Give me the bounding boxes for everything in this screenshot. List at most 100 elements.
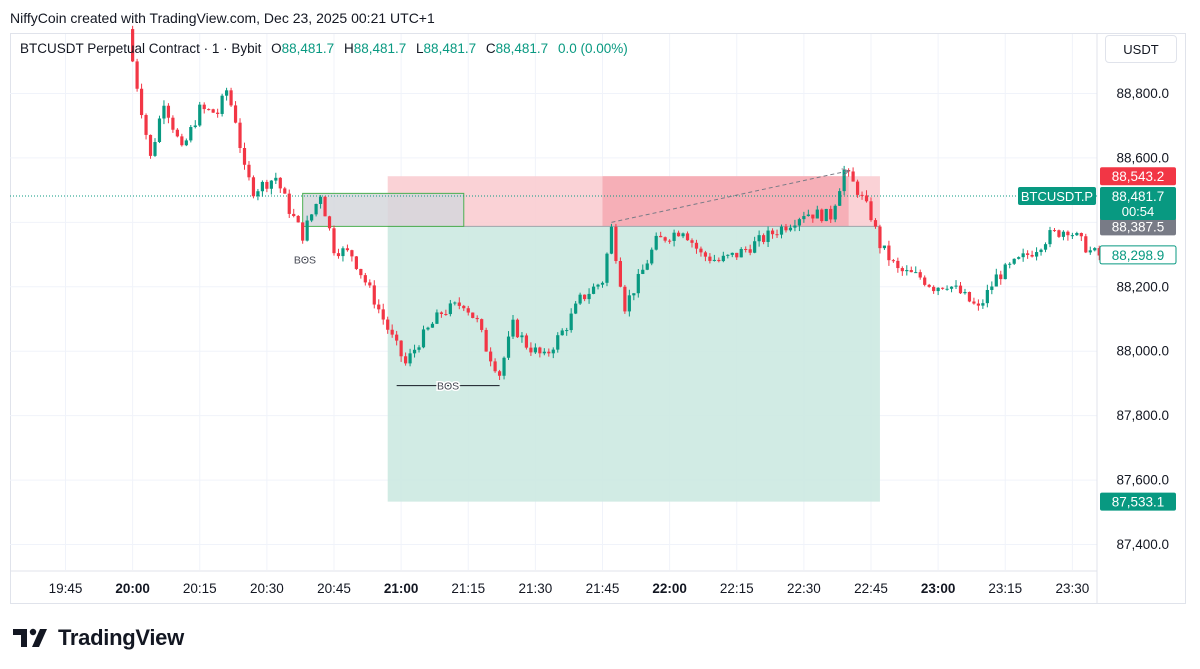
y-tick-label: 87,800.0 [1116, 408, 1169, 423]
candle-body [386, 319, 390, 330]
candle-body [788, 227, 793, 231]
currency-unit-button[interactable]: USDT [1105, 35, 1177, 63]
candle-body [726, 254, 730, 256]
candle-body [806, 214, 810, 217]
x-tick-label: 22:30 [787, 581, 821, 596]
candle-body [551, 349, 555, 354]
candle-body [484, 329, 488, 352]
candle-body [676, 232, 681, 237]
x-tick-label: 21:15 [451, 581, 485, 596]
candle-body [283, 188, 287, 194]
tradingview-brand[interactable]: TradingView [12, 624, 184, 652]
candle-body [609, 226, 614, 254]
candle-body [958, 285, 963, 294]
candle-body [708, 256, 712, 261]
candle-body [287, 193, 291, 214]
candle-body [793, 225, 797, 228]
profit-target-zone[interactable] [387, 226, 880, 502]
price-axis: 87,400.0 87,600.0 87,800.0 88,000.0 88,200.0… [1116, 86, 1169, 552]
candle-body [770, 230, 775, 235]
candle-body [139, 88, 144, 116]
candle-body [225, 90, 229, 96]
candle-body [180, 136, 184, 146]
x-tick-label: 22:00 [652, 581, 687, 596]
open-value: 88,481.7 [281, 41, 335, 56]
price-label-text: 88,543.2 [1112, 169, 1165, 184]
y-tick-label: 87,600.0 [1116, 473, 1169, 488]
candle-body [659, 235, 663, 238]
candle-body [466, 308, 470, 313]
candle-body [359, 268, 363, 276]
candle-body [135, 61, 139, 89]
time-axis: 19:45 20:00 20:15 20:30 20:45 21:00 21:15 21:30… [49, 581, 1090, 596]
candle-body [784, 226, 788, 231]
candle-body [694, 242, 699, 249]
symbol-tag[interactable] [1018, 187, 1096, 206]
candle-body [265, 181, 269, 189]
x-tick-label: 21:30 [518, 581, 552, 596]
candle-body [1026, 253, 1030, 255]
candle-body [712, 259, 716, 261]
candle-body [216, 112, 220, 114]
candle-body [632, 293, 636, 296]
candle-body [1012, 258, 1016, 264]
x-tick-label: 23:00 [921, 581, 956, 596]
candle-body [395, 334, 399, 341]
candle-body [1017, 257, 1021, 259]
candle-body [1061, 231, 1066, 237]
candle-body [941, 287, 945, 289]
x-tick-label: 19:45 [49, 581, 83, 596]
candle-body [860, 194, 864, 196]
candle-body [506, 336, 511, 358]
x-tick-label: 20:30 [250, 581, 284, 596]
candle-body [829, 208, 833, 220]
countdown-timer: 00:54 [1122, 204, 1155, 219]
candle-body [493, 361, 497, 372]
order-block-box[interactable] [302, 192, 465, 227]
trend-arrow-line[interactable] [611, 170, 849, 223]
candle-body [497, 371, 502, 376]
candle-body [1066, 231, 1070, 236]
candle-body [949, 286, 954, 289]
candle-body [404, 356, 408, 364]
candle-body [735, 252, 739, 258]
candle-body [918, 272, 922, 278]
arrow-head-icon [841, 168, 850, 177]
candle-body [399, 340, 403, 357]
candle-body [873, 220, 878, 227]
candle-body [538, 347, 542, 354]
candle-body [377, 304, 381, 310]
candle-body [202, 104, 206, 110]
candle-body [511, 319, 515, 337]
x-tick-label: 22:15 [720, 581, 754, 596]
candle-body [855, 181, 860, 195]
current-price-tag [1100, 187, 1176, 221]
y-tick-label: 88,200.0 [1116, 279, 1169, 294]
candle-body [654, 235, 658, 250]
price-label-entry [1100, 217, 1176, 236]
candle-body [851, 171, 855, 182]
candle-body [1030, 254, 1034, 257]
candle-body [864, 195, 869, 202]
price-label-outline [1099, 245, 1177, 265]
close-label: C [485, 41, 496, 56]
candle-body [748, 249, 752, 253]
candle-body [690, 240, 694, 243]
candle-body [753, 241, 757, 253]
candle-body [618, 261, 622, 287]
candle-body [153, 142, 157, 156]
candle-body [198, 104, 202, 126]
candle-body [1008, 263, 1012, 265]
candle-body [515, 319, 520, 338]
candle-body [336, 253, 341, 257]
chart-credit: NiffyCoin created with TradingView.com, … [10, 10, 435, 26]
candle-body [909, 270, 913, 273]
candle-body [963, 291, 967, 294]
symbol-tag-text: BTCUSDT.P [1021, 189, 1093, 204]
candle-body [1052, 230, 1057, 232]
candle-body [471, 312, 475, 318]
candle-body [251, 177, 256, 197]
candle-body [1021, 253, 1025, 258]
candle-body [247, 164, 251, 178]
